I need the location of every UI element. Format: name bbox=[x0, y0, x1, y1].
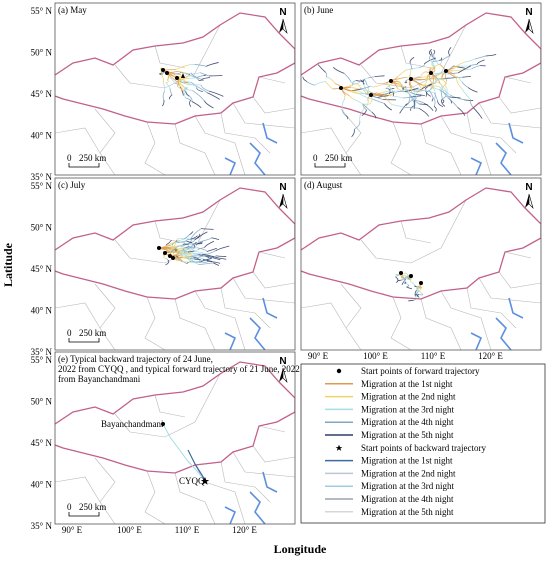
scale-zero: 0 bbox=[67, 153, 72, 163]
place-label: Bayanchandmani bbox=[101, 419, 164, 429]
lat-tick-label: 45° N bbox=[31, 89, 53, 99]
lat-tick-label: 45° N bbox=[31, 264, 53, 274]
legend: Start points of forward trajectory Migrat… bbox=[301, 364, 545, 523]
legend-label: Start points of forward trajectory bbox=[361, 366, 480, 376]
start-point bbox=[389, 79, 393, 83]
north-label: N bbox=[279, 182, 286, 193]
lat-tick-label: 55° N bbox=[31, 181, 53, 191]
map-layer bbox=[301, 3, 541, 175]
map-panel: (b) June N 0 250 km bbox=[301, 3, 541, 175]
legend-label: Migration at the 1st night bbox=[361, 456, 453, 466]
panel-bg bbox=[55, 3, 295, 175]
map-panel: (d) August N 90° E 100° E 110° E 120° E bbox=[301, 178, 541, 361]
lon-tick-label: 90° E bbox=[62, 525, 83, 535]
lat-tick-label: 45° N bbox=[31, 438, 53, 448]
start-point bbox=[419, 281, 423, 285]
legend-label: Migration at the 5th night bbox=[361, 430, 454, 440]
y-axis-label: Latitude bbox=[1, 242, 15, 287]
panel-bg bbox=[55, 178, 295, 350]
scale-distance: 250 km bbox=[79, 153, 106, 163]
lon-tick-label: 100° E bbox=[117, 525, 142, 535]
legend-label: Migration at the 4th night bbox=[361, 494, 454, 504]
start-point bbox=[409, 77, 413, 81]
legend-label: Migration at the 5th night bbox=[361, 507, 454, 517]
lat-tick-label: 50° N bbox=[31, 223, 53, 233]
legend-label: Migration at the 3rd night bbox=[361, 404, 454, 414]
start-point bbox=[171, 256, 175, 260]
start-point bbox=[339, 86, 343, 90]
start-point bbox=[163, 251, 167, 255]
start-point bbox=[429, 71, 433, 75]
x-axis-label: Longitude bbox=[274, 542, 327, 556]
lat-tick-label: 50° N bbox=[31, 397, 53, 407]
start-point bbox=[175, 76, 179, 80]
start-point bbox=[444, 69, 448, 73]
panel-label: (d) August bbox=[304, 180, 343, 190]
legend-label: Start points of backward trajectory bbox=[361, 443, 486, 453]
start-point bbox=[157, 246, 161, 250]
lat-tick-label: 55° N bbox=[31, 355, 53, 365]
lat-tick-label: 40° N bbox=[31, 480, 53, 490]
north-label: N bbox=[279, 7, 286, 18]
lon-tick-label: 120° E bbox=[232, 525, 257, 535]
scale-zero: 0 bbox=[67, 328, 72, 338]
start-point bbox=[399, 271, 403, 275]
panel-label: (b) June bbox=[304, 5, 333, 15]
lon-tick-label: 100° E bbox=[363, 351, 388, 361]
lon-tick-label: 110° E bbox=[175, 525, 200, 535]
lon-tick-label: 110° E bbox=[421, 351, 446, 361]
scale-distance: 250 km bbox=[79, 328, 106, 338]
lon-tick-label: 120° E bbox=[478, 351, 503, 361]
north-label: N bbox=[525, 182, 532, 193]
scale-distance: 250 km bbox=[79, 502, 106, 512]
map-layer bbox=[301, 178, 541, 350]
start-point bbox=[161, 68, 165, 72]
panel-bg bbox=[301, 178, 541, 350]
legend-label: Migration at the 1st night bbox=[361, 379, 453, 389]
legend-label: Migration at the 2nd night bbox=[361, 392, 456, 402]
legend-label: Migration at the 2nd night bbox=[361, 468, 456, 478]
lat-tick-label: 50° N bbox=[31, 48, 53, 58]
scale-zero: 0 bbox=[67, 502, 72, 512]
start-point bbox=[165, 71, 169, 75]
map-layer bbox=[55, 3, 295, 175]
lat-tick-label: 40° N bbox=[31, 131, 53, 141]
scale-distance: 250 km bbox=[325, 153, 352, 163]
map-layer bbox=[55, 178, 295, 350]
place-label: CYQQ bbox=[179, 476, 205, 486]
scale-zero: 0 bbox=[313, 153, 318, 163]
north-label: N bbox=[279, 356, 286, 367]
legend-label: Migration at the 3rd night bbox=[361, 481, 454, 491]
start-point bbox=[369, 93, 373, 97]
legend-label: Migration at the 4th night bbox=[361, 417, 454, 427]
north-label: N bbox=[525, 7, 532, 18]
lat-tick-label: 35° N bbox=[31, 521, 53, 531]
legend-dot bbox=[337, 369, 341, 373]
start-point bbox=[409, 274, 413, 278]
panel-label: (a) May bbox=[58, 5, 87, 15]
lon-tick-label: 90° E bbox=[308, 351, 329, 361]
panel-label: (c) July bbox=[58, 180, 86, 190]
lat-tick-label: 55° N bbox=[31, 6, 53, 16]
lat-tick-label: 40° N bbox=[31, 306, 53, 316]
